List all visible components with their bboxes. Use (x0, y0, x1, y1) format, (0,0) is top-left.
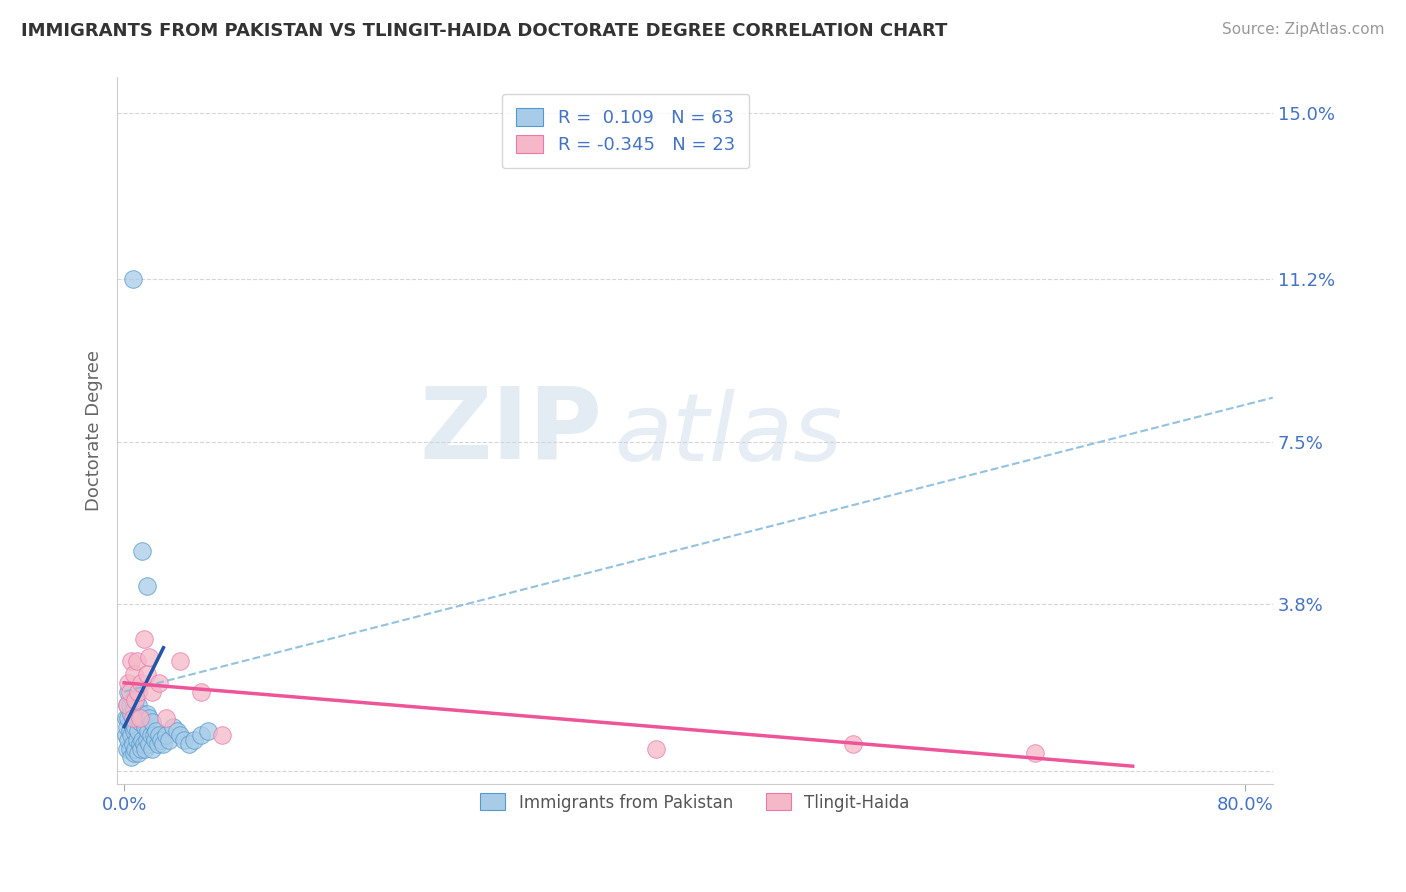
Point (152, 737, 174, 751)
Point (118, 741, 141, 756)
Point (135, 706, 157, 721)
Point (121, 272, 143, 286)
Point (121, 720, 143, 734)
Point (129, 741, 152, 756)
Point (121, 737, 143, 751)
Point (128, 737, 150, 751)
Point (115, 698, 138, 712)
Point (125, 654, 148, 668)
Point (173, 732, 195, 747)
Point (121, 693, 143, 707)
Point (139, 729, 162, 743)
Point (115, 698, 138, 712)
Point (128, 711, 150, 725)
Point (177, 737, 200, 751)
Point (138, 737, 160, 751)
Point (135, 667, 157, 681)
Point (149, 732, 172, 747)
Point (190, 729, 212, 743)
Y-axis label: Doctorate Degree: Doctorate Degree (86, 350, 103, 511)
Text: atlas: atlas (614, 389, 842, 480)
Point (115, 720, 138, 734)
Text: Source: ZipAtlas.com: Source: ZipAtlas.com (1222, 22, 1385, 37)
Point (120, 706, 142, 721)
Point (211, 729, 233, 743)
Point (117, 676, 139, 690)
Point (125, 711, 148, 725)
Point (1024, 746, 1046, 760)
Point (141, 684, 163, 698)
Point (124, 693, 146, 707)
Point (118, 684, 141, 698)
Point (115, 741, 138, 756)
Point (136, 724, 159, 739)
Point (118, 698, 141, 712)
Point (135, 579, 157, 593)
Point (132, 737, 155, 751)
Point (117, 684, 139, 698)
Legend: Immigrants from Pakistan, Tlingit-Haida: Immigrants from Pakistan, Tlingit-Haida (467, 780, 924, 825)
Point (131, 706, 153, 721)
Point (120, 729, 142, 743)
Point (138, 649, 160, 664)
Point (145, 724, 167, 739)
Point (135, 732, 157, 747)
Point (127, 684, 149, 698)
Point (120, 654, 142, 668)
Point (114, 729, 136, 743)
Point (155, 711, 177, 725)
Point (122, 724, 145, 739)
Point (127, 746, 149, 760)
Point (127, 724, 149, 739)
Point (129, 711, 152, 725)
Point (162, 720, 184, 734)
Point (841, 737, 863, 751)
Point (124, 720, 146, 734)
Point (122, 702, 145, 716)
Point (155, 729, 177, 743)
Point (122, 746, 145, 760)
Point (131, 544, 153, 558)
Point (131, 732, 153, 747)
Point (166, 724, 188, 739)
Point (124, 741, 146, 756)
Point (157, 732, 180, 747)
Point (141, 741, 163, 756)
Point (138, 711, 160, 725)
Point (197, 724, 219, 739)
Point (148, 676, 170, 690)
Point (114, 711, 136, 725)
Point (169, 654, 191, 668)
Text: IMMIGRANTS FROM PAKISTAN VS TLINGIT-HAIDA DOCTORATE DEGREE CORRELATION CHART: IMMIGRANTS FROM PAKISTAN VS TLINGIT-HAID… (21, 22, 948, 40)
Text: ZIP: ZIP (419, 382, 603, 479)
Point (143, 732, 166, 747)
Point (117, 711, 139, 725)
Point (134, 741, 156, 756)
Point (148, 729, 170, 743)
Point (129, 676, 152, 690)
Point (125, 732, 148, 747)
Point (121, 711, 143, 725)
Point (120, 750, 142, 764)
Point (118, 724, 141, 739)
Point (122, 667, 145, 681)
Point (132, 632, 155, 646)
Point (190, 684, 212, 698)
Point (169, 729, 191, 743)
Point (117, 732, 139, 747)
Point (132, 715, 155, 730)
Point (127, 698, 149, 712)
Point (645, 741, 668, 756)
Point (146, 737, 169, 751)
Point (142, 729, 165, 743)
Point (183, 732, 205, 747)
Point (124, 693, 146, 707)
Point (141, 715, 163, 730)
Point (134, 720, 156, 734)
Point (128, 715, 150, 730)
